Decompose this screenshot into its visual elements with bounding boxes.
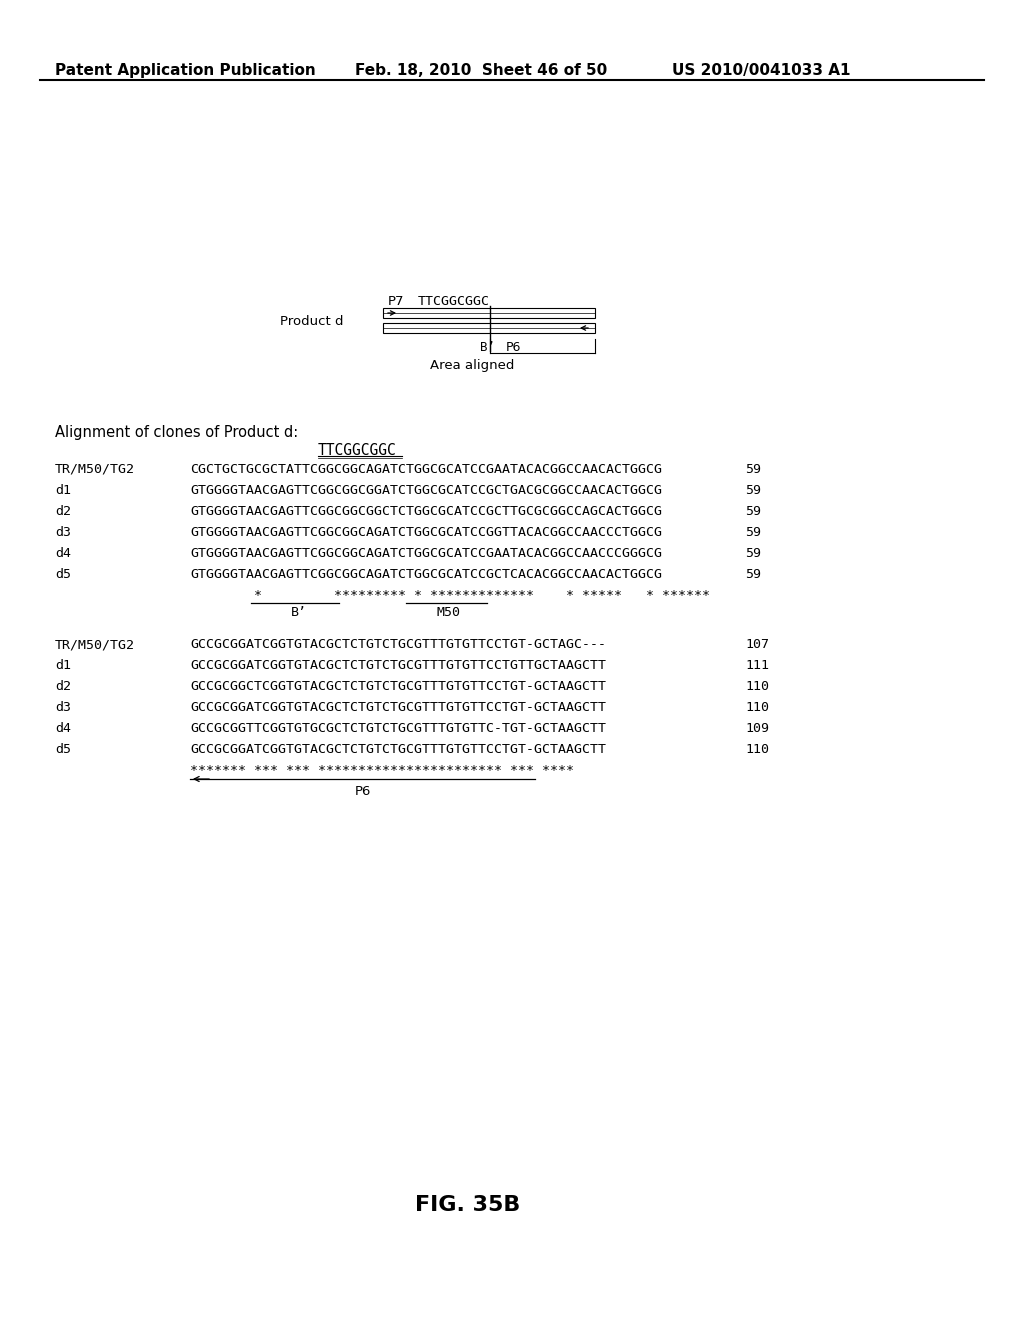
Text: d3: d3: [55, 701, 71, 714]
Text: GTGGGGTAACGAGTTCGGCGGCAGATCTGGCGCATCCGCTCACACGGCCAACACTGGCG: GTGGGGTAACGAGTTCGGCGGCAGATCTGGCGCATCCGCT…: [190, 568, 662, 581]
Text: TR/M50/TG2: TR/M50/TG2: [55, 638, 135, 651]
Text: TTCGGCGGC: TTCGGCGGC: [418, 294, 490, 308]
Text: 110: 110: [745, 743, 769, 756]
Text: d2: d2: [55, 506, 71, 517]
Text: 107: 107: [745, 638, 769, 651]
Text: d5: d5: [55, 568, 71, 581]
Text: P7: P7: [388, 294, 404, 308]
Text: GCCGCGGATCGGTGTACGCTCTGTCTGCGTTTGTGTTCCTGT-GCTAGC---: GCCGCGGATCGGTGTACGCTCTGTCTGCGTTTGTGTTCCT…: [190, 638, 606, 651]
Text: ******* *** *** *********************** *** ****: ******* *** *** *********************** …: [190, 764, 574, 777]
Text: US 2010/0041033 A1: US 2010/0041033 A1: [672, 63, 851, 78]
Text: d5: d5: [55, 743, 71, 756]
Text: Patent Application Publication: Patent Application Publication: [55, 63, 315, 78]
Text: GTGGGGTAACGAGTTCGGCGGCAGATCTGGCGCATCCGAATACACGGCCAACCCGGGCG: GTGGGGTAACGAGTTCGGCGGCAGATCTGGCGCATCCGAA…: [190, 546, 662, 560]
Text: 59: 59: [745, 463, 761, 477]
Text: 59: 59: [745, 568, 761, 581]
Text: d2: d2: [55, 680, 71, 693]
Text: FIG. 35B: FIG. 35B: [415, 1195, 520, 1214]
Text: 59: 59: [745, 506, 761, 517]
Text: P6: P6: [506, 341, 521, 354]
Text: d4: d4: [55, 722, 71, 735]
Text: GCCGCGGATCGGTGTACGCTCTGTCTGCGTTTGTGTTCCTGT-GCTAAGCTT: GCCGCGGATCGGTGTACGCTCTGTCTGCGTTTGTGTTCCT…: [190, 743, 606, 756]
Text: Product d: Product d: [280, 315, 343, 327]
Text: GTGGGGTAACGAGTTCGGCGGCGGATCTGGCGCATCCGCTGACGCGGCCAACACTGGCG: GTGGGGTAACGAGTTCGGCGGCGGATCTGGCGCATCCGCT…: [190, 484, 662, 498]
Text: d4: d4: [55, 546, 71, 560]
Text: 109: 109: [745, 722, 769, 735]
Text: d1: d1: [55, 484, 71, 498]
Text: Feb. 18, 2010  Sheet 46 of 50: Feb. 18, 2010 Sheet 46 of 50: [355, 63, 607, 78]
Text: 111: 111: [745, 659, 769, 672]
Text: 59: 59: [745, 484, 761, 498]
Text: d3: d3: [55, 525, 71, 539]
Text: B’: B’: [480, 341, 495, 354]
Bar: [383, 323, 595, 333]
Text: GCCGCGGATCGGTGTACGCTCTGTCTGCGTTTGTGTTCCTGT-GCTAAGCTT: GCCGCGGATCGGTGTACGCTCTGTCTGCGTTTGTGTTCCT…: [190, 701, 606, 714]
Text: GCCGCGGATCGGTGTACGCTCTGTCTGCGTTTGTGTTCCTGTTGCTAAGCTT: GCCGCGGATCGGTGTACGCTCTGTCTGCGTTTGTGTTCCT…: [190, 659, 606, 672]
Text: 59: 59: [745, 546, 761, 560]
Text: P6: P6: [354, 785, 371, 799]
Text: GCCGCGGTTCGGTGTGCGCTCTGTCTGCGTTTGTGTTC-TGT-GCTAAGCTT: GCCGCGGTTCGGTGTGCGCTCTGTCTGCGTTTGTGTTC-T…: [190, 722, 606, 735]
Text: GCCGCGGCTCGGTGTACGCTCTGTCTGCGTTTGTGTTCCTGT-GCTAAGCTT: GCCGCGGCTCGGTGTACGCTCTGTCTGCGTTTGTGTTCCT…: [190, 680, 606, 693]
Bar: [383, 308, 595, 318]
Text: d1: d1: [55, 659, 71, 672]
Text: 110: 110: [745, 680, 769, 693]
Text: Area aligned: Area aligned: [430, 359, 514, 372]
Text: GTGGGGTAACGAGTTCGGCGGCAGATCTGGCGCATCCGGTTACACGGCCAACCCTGGCG: GTGGGGTAACGAGTTCGGCGGCAGATCTGGCGCATCCGGT…: [190, 525, 662, 539]
Text: M50: M50: [437, 606, 461, 619]
Text: CGCTGCTGCGCTATTCGGCGGCAGATCTGGCGCATCCGAATACACGGCCAACACTGGCG: CGCTGCTGCGCTATTCGGCGGCAGATCTGGCGCATCCGAA…: [190, 463, 662, 477]
Text: *         ********* * *************    * *****   * ******: * ********* * ************* * ***** * **…: [190, 589, 710, 602]
Text: GTGGGGTAACGAGTTCGGCGGCGGCTCTGGCGCATCCGCTTGCGCGGCCAGCACTGGCG: GTGGGGTAACGAGTTCGGCGGCGGCTCTGGCGCATCCGCT…: [190, 506, 662, 517]
Text: Alignment of clones of Product d:: Alignment of clones of Product d:: [55, 425, 298, 440]
Text: TTCGGCGGC: TTCGGCGGC: [318, 444, 396, 458]
Text: 59: 59: [745, 525, 761, 539]
Text: TR/M50/TG2: TR/M50/TG2: [55, 463, 135, 477]
Text: B’: B’: [291, 606, 307, 619]
Text: 110: 110: [745, 701, 769, 714]
